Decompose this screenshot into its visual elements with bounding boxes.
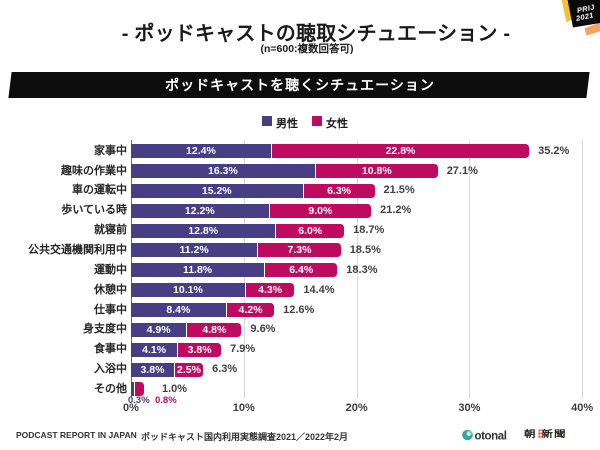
svg-text:otonal: otonal bbox=[475, 431, 507, 443]
